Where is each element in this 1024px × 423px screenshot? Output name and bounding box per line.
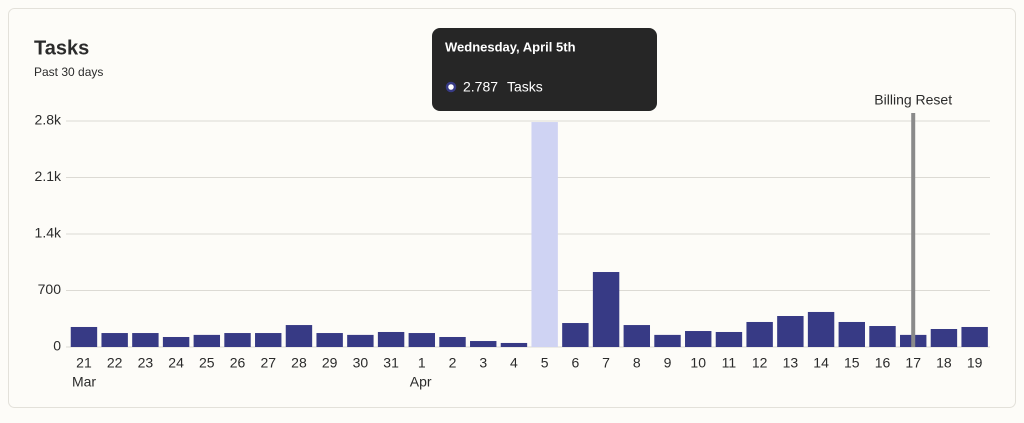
x-tick-label: 14 <box>813 355 829 371</box>
x-tick-label: 11 <box>722 355 737 371</box>
x-tick-label: 4 <box>510 355 518 371</box>
x-tick-label: 24 <box>168 355 184 371</box>
bar <box>930 329 958 347</box>
bar <box>562 323 589 347</box>
x-tick-label: 18 <box>936 355 952 371</box>
bar <box>224 333 251 347</box>
x-tick-label: 17 <box>905 355 921 371</box>
bar <box>101 333 128 347</box>
x-tick-label: 8 <box>633 355 641 371</box>
bar <box>193 334 221 347</box>
x-tick-label: 5 <box>541 355 549 371</box>
x-tick-label: 23 <box>138 355 154 371</box>
bar <box>285 325 313 347</box>
tooltip-value: 2.787 <box>463 79 498 95</box>
x-tick-label: 22 <box>107 355 123 371</box>
x-tick-label: 25 <box>199 355 215 371</box>
x-tick-label: 15 <box>844 355 860 371</box>
bar <box>316 333 343 347</box>
y-tick-label: 1.4k <box>35 225 62 241</box>
tooltip-box <box>432 28 657 111</box>
y-tick-label: 700 <box>38 281 62 297</box>
bar <box>132 333 159 347</box>
x-tick-label: 27 <box>260 355 276 371</box>
x-tick-label: 21 <box>76 355 92 371</box>
tooltip-dot <box>445 81 457 93</box>
month-label: Apr <box>410 374 432 390</box>
bar <box>869 326 896 347</box>
y-tick-label: 0 <box>53 338 61 354</box>
bar <box>347 334 374 347</box>
bar <box>961 326 988 347</box>
bar <box>838 321 865 347</box>
x-tick-label: 1 <box>418 355 426 371</box>
bar <box>255 333 282 347</box>
x-tick-label: 19 <box>967 355 983 371</box>
chart-subtitle: Past 30 days <box>34 65 103 79</box>
x-tick-label: 3 <box>479 355 487 371</box>
bar <box>715 331 743 347</box>
x-tick-label: 16 <box>875 355 891 371</box>
y-tick-label: 2.1k <box>35 168 62 184</box>
tooltip-title: Wednesday, April 5th <box>445 39 576 54</box>
bar <box>70 326 98 347</box>
card <box>8 8 1016 408</box>
x-tick-label: 13 <box>783 355 799 371</box>
tooltip: Wednesday, April 5th 2.787 Tasks <box>432 28 657 111</box>
bar <box>377 331 405 347</box>
bar <box>531 122 558 347</box>
x-tick-label: 10 <box>690 355 706 371</box>
x-tick-label: 7 <box>602 355 610 371</box>
bar <box>746 321 773 347</box>
annotation-label: Billing Reset <box>874 92 952 108</box>
bar <box>685 331 712 347</box>
x-tick-label: 30 <box>353 355 369 371</box>
x-tick-label: 2 <box>449 355 457 371</box>
x-tick-label: 6 <box>571 355 579 371</box>
bar <box>162 336 190 347</box>
bar <box>807 311 835 347</box>
x-tick-label: 28 <box>291 355 307 371</box>
bar <box>408 333 436 347</box>
x-tick-label: 12 <box>752 355 768 371</box>
bar <box>654 334 681 347</box>
bar <box>777 316 804 347</box>
x-tick-label: 26 <box>230 355 246 371</box>
chart-title: Tasks <box>34 37 89 59</box>
tooltip-series: Tasks <box>507 79 543 95</box>
x-tick-label: 31 <box>383 355 399 371</box>
bar <box>500 342 528 347</box>
x-tick-label: 29 <box>322 355 338 371</box>
bar <box>470 341 497 347</box>
x-tick-label: 9 <box>664 355 672 371</box>
bar <box>592 272 620 347</box>
month-label: Mar <box>72 374 96 390</box>
y-tick-label: 2.8k <box>35 112 62 128</box>
bar <box>623 325 651 347</box>
bar <box>439 336 466 347</box>
